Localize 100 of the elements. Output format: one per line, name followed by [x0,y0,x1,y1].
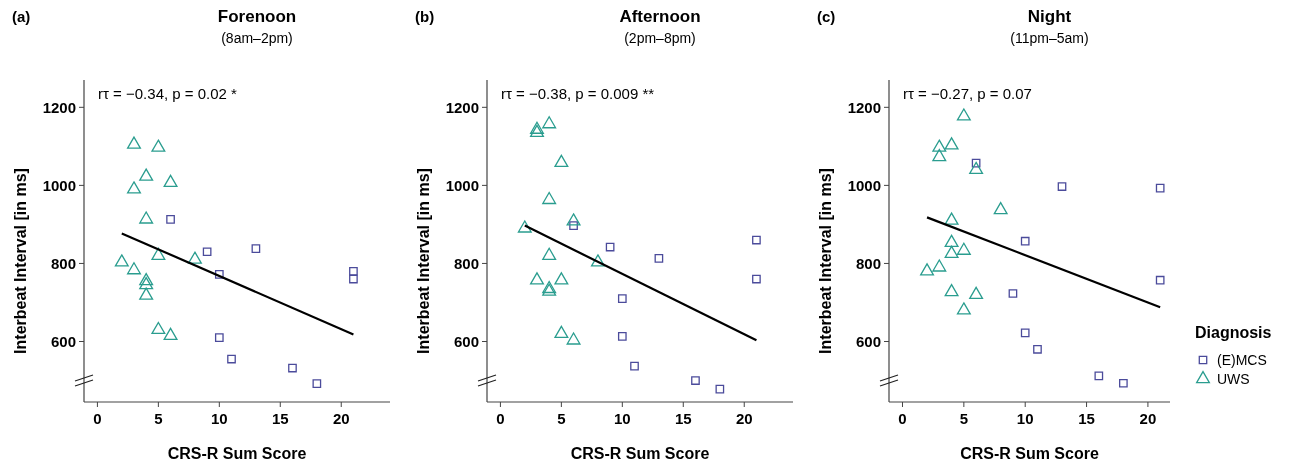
point [202,247,212,257]
legend-title: Diagnosis [1195,324,1272,341]
x-tick-label: 15 [674,410,692,427]
point [1094,371,1104,381]
y-tick-label: 1000 [847,176,881,194]
point [956,242,971,255]
point [214,270,224,279]
x-tick-label: 10 [1016,410,1034,427]
text: (a) [12,8,31,25]
point [944,234,959,248]
chart-title: Night [1027,7,1072,26]
point [566,332,581,345]
point [139,276,154,290]
point [542,247,557,260]
point [529,121,544,134]
annotation: rτ = −0.38, p = 0.009 ** [501,85,655,102]
point [554,272,569,285]
x-tick-label: 20 [332,410,350,427]
x-tick-label: 5 [154,410,163,427]
text: (b) [415,8,435,25]
point [956,108,971,121]
y-tick-label: 800 [855,254,881,272]
annotation: rτ = −0.34, p = 0.02 * [98,85,238,102]
point [944,245,959,258]
annotation: rτ = −0.27, p = 0.07 [903,85,1032,102]
point [151,321,166,335]
point [554,325,569,339]
point [969,161,984,175]
point [114,254,129,267]
legend-label: UWS [1217,370,1250,387]
point [630,361,639,371]
point [752,235,761,245]
x-tick-label: 10 [210,410,228,427]
point [932,259,947,272]
point [1033,344,1042,354]
x-tick-label: 15 [1078,410,1095,427]
y-tick-label: 800 [50,254,76,272]
point [139,211,154,224]
point [920,263,935,276]
point [1119,378,1128,388]
point [590,254,605,267]
x-axis-title: CRS-R Sum Score [960,445,1099,462]
point [1155,275,1165,285]
point [349,266,358,276]
x-axis-title: CRS-R Sum Score [570,445,710,462]
point [166,214,175,224]
point [542,191,557,205]
point [151,139,166,152]
point [312,379,322,389]
point [214,333,224,342]
point [944,283,959,297]
point [605,242,615,252]
point [163,174,178,187]
y-axis-title: Interbeat Interval [in ms] [415,168,432,354]
point [752,274,761,284]
point [1020,328,1030,338]
point [944,137,959,150]
legend-label: (E)MCS [1217,351,1267,368]
y-tick-label: 1000 [445,176,479,194]
chart-subtitle: (8am–2pm) [221,30,293,46]
point [993,201,1008,215]
y-tick-label: 1200 [445,98,479,116]
point [288,363,297,373]
point [932,139,947,152]
point [554,154,569,168]
y-tick-label: 800 [453,254,479,272]
point [529,124,544,138]
point [126,136,141,149]
point [654,254,664,263]
x-tick-label: 20 [1139,410,1157,427]
point [517,220,532,233]
y-tick-label: 1200 [847,98,881,116]
point [1155,183,1165,193]
x-tick-label: 20 [735,410,753,427]
point [1057,182,1067,191]
point [1008,289,1018,298]
x-tick-label: 0 [898,410,907,427]
chart-title: Forenoon [217,7,297,26]
y-tick-label: 600 [855,332,881,350]
point [932,148,947,162]
point [944,212,959,225]
text: (c) [817,8,836,25]
point [126,262,141,275]
point [139,168,154,181]
x-axis-title: CRS-R Sum Score [167,445,307,462]
x-tick-label: 5 [959,410,969,427]
point [691,376,700,385]
point [569,221,578,230]
point [163,327,178,340]
point [187,251,202,264]
point [349,274,358,284]
y-tick-label: 600 [50,332,76,350]
y-axis-title: Interbeat Interval [in ms] [817,168,834,354]
point [126,181,141,194]
point [227,354,236,364]
point [566,213,581,226]
x-tick-label: 5 [557,410,566,427]
x-tick-label: 0 [93,410,102,427]
y-axis-title: Interbeat Interval [in ms] [12,168,29,354]
y-tick-label: 1000 [42,176,76,194]
